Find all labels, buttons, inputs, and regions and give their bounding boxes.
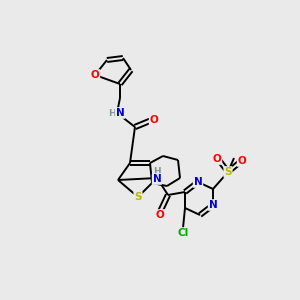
Text: S: S <box>224 167 232 177</box>
Text: H: H <box>153 167 161 176</box>
Text: O: O <box>150 115 158 125</box>
Text: N: N <box>116 108 124 118</box>
Text: N: N <box>153 174 161 184</box>
Text: N: N <box>194 177 202 187</box>
Text: O: O <box>213 154 221 164</box>
Text: S: S <box>134 192 142 202</box>
Text: Cl: Cl <box>177 228 189 238</box>
Text: O: O <box>238 156 246 166</box>
Text: N: N <box>208 200 217 210</box>
Text: O: O <box>156 210 164 220</box>
Text: O: O <box>91 70 99 80</box>
Text: H: H <box>108 109 116 118</box>
